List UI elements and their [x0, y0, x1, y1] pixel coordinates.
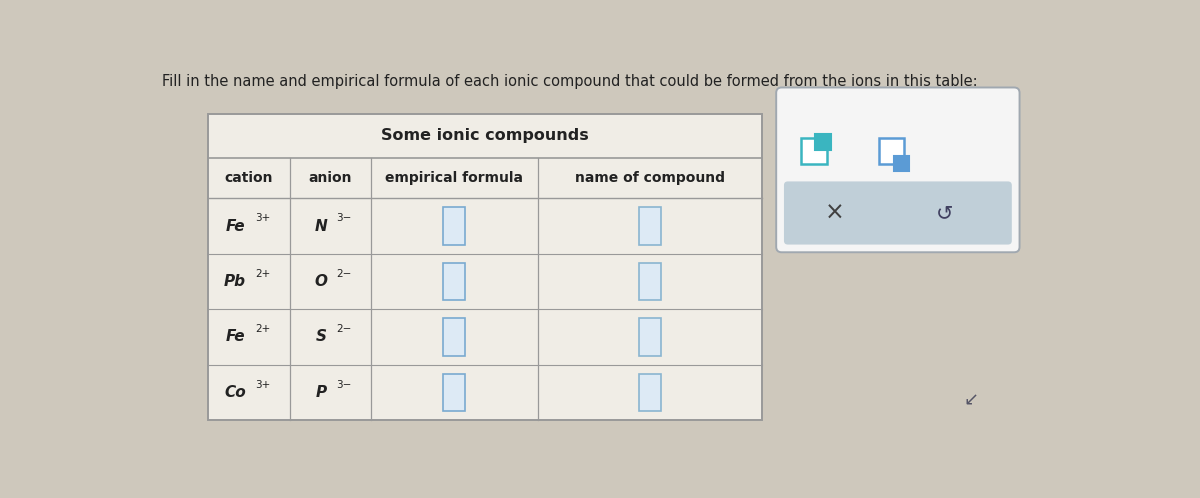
Text: Fe: Fe — [226, 330, 246, 345]
Text: ↺: ↺ — [936, 203, 953, 223]
Text: empirical formula: empirical formula — [385, 171, 523, 185]
Text: Some ionic compounds: Some ionic compounds — [382, 128, 589, 143]
Text: 3+: 3+ — [256, 379, 270, 390]
Text: name of compound: name of compound — [575, 171, 725, 185]
Bar — [878, 138, 904, 164]
Text: N: N — [314, 219, 328, 234]
Text: P: P — [316, 385, 328, 400]
Text: 3+: 3+ — [256, 213, 270, 224]
FancyBboxPatch shape — [443, 374, 466, 411]
Text: Fe: Fe — [226, 219, 246, 234]
FancyBboxPatch shape — [640, 207, 661, 245]
Text: O: O — [314, 274, 328, 289]
FancyBboxPatch shape — [784, 181, 1012, 245]
FancyBboxPatch shape — [443, 207, 466, 245]
Text: ×: × — [824, 201, 845, 225]
Text: 2+: 2+ — [256, 324, 270, 334]
FancyBboxPatch shape — [443, 318, 466, 356]
FancyBboxPatch shape — [776, 88, 1020, 252]
Text: 2−: 2− — [336, 269, 352, 279]
Text: Pb: Pb — [223, 274, 246, 289]
FancyBboxPatch shape — [640, 374, 661, 411]
Text: anion: anion — [308, 171, 352, 185]
Text: 3−: 3− — [336, 213, 352, 224]
Text: 3−: 3− — [336, 379, 352, 390]
Text: cation: cation — [224, 171, 274, 185]
FancyBboxPatch shape — [443, 262, 466, 300]
Text: 2−: 2− — [336, 324, 352, 334]
FancyBboxPatch shape — [640, 318, 661, 356]
Text: 2+: 2+ — [256, 269, 270, 279]
FancyBboxPatch shape — [640, 262, 661, 300]
Text: S: S — [316, 330, 328, 345]
Text: ↙: ↙ — [964, 392, 979, 410]
Text: Fill in the name and empirical formula of each ionic compound that could be form: Fill in the name and empirical formula o… — [162, 74, 977, 89]
Bar — [802, 138, 827, 164]
Text: Co: Co — [224, 385, 246, 400]
FancyBboxPatch shape — [208, 114, 762, 420]
Bar — [815, 134, 830, 150]
Bar — [894, 156, 910, 171]
